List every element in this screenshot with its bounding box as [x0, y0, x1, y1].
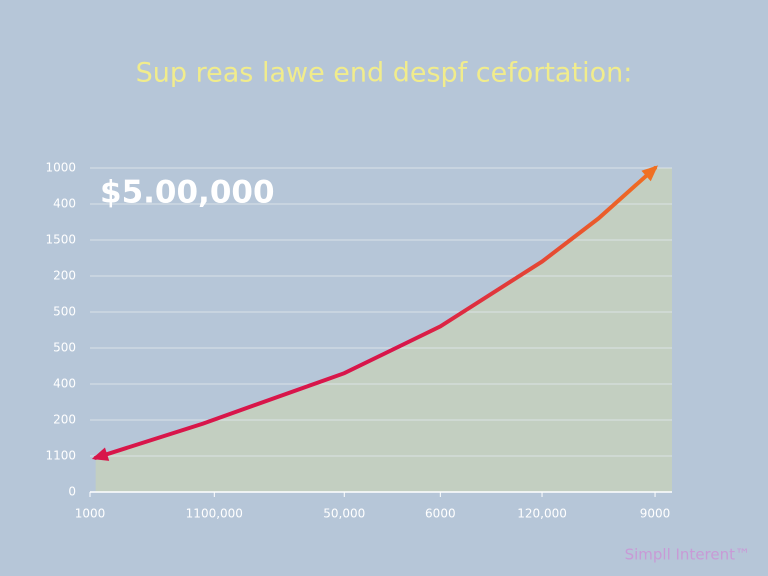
x-tick-label: 50,000	[323, 507, 365, 521]
y-tick-label: 500	[53, 305, 76, 319]
area-fill	[95, 168, 672, 492]
plot-area: 0 1100 200 400 500 500 200 1500 400 1000 1000 1100,…	[45, 161, 672, 521]
x-tick-label: 6000	[425, 507, 456, 521]
arrow-end	[641, 165, 659, 182]
line	[93, 166, 658, 460]
chart-title: Sup reas lawe end despf cefortation:	[136, 58, 633, 89]
x-tick-label: 120,000	[517, 507, 567, 521]
y-tick-label: 0	[68, 485, 76, 499]
y-tick-label: 1000	[45, 161, 76, 175]
y-tick-label: 400	[53, 197, 76, 211]
y-tick-label: 1500	[45, 233, 76, 247]
y-tick-label: 200	[53, 269, 76, 283]
y-tick-label: 500	[53, 341, 76, 355]
y-tick-label: 200	[53, 413, 76, 427]
watermark: Simpll Interent™	[625, 546, 750, 564]
x-tick-label: 1000	[75, 507, 106, 521]
x-tick-label: 9000	[640, 507, 671, 521]
x-tick-label: 1100,000	[186, 507, 243, 521]
arrow-start	[91, 447, 110, 461]
y-tick-label: 1100	[45, 449, 76, 463]
y-tick-label: 400	[53, 377, 76, 391]
annotation: $5.00,000	[100, 175, 275, 211]
